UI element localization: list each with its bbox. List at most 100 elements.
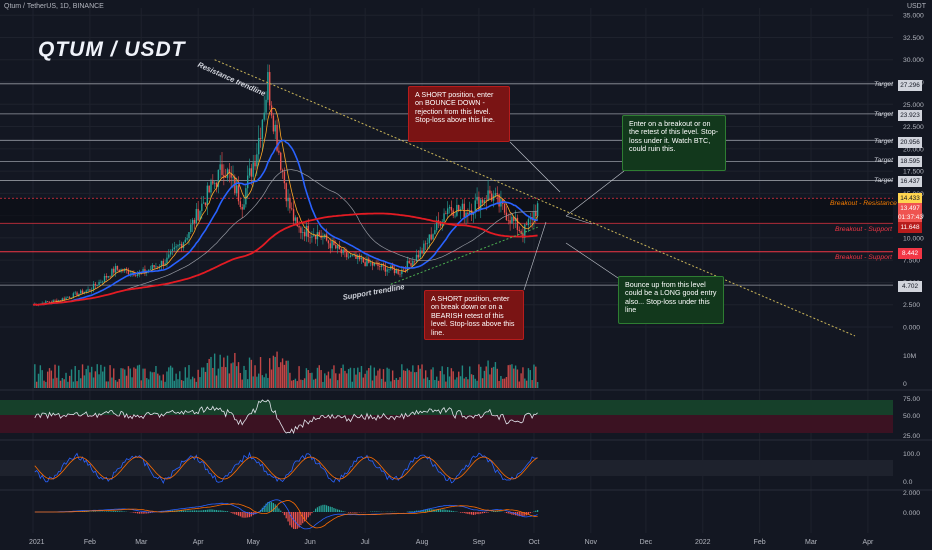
macd-hist-bar: [234, 512, 236, 515]
volume-bar: [384, 381, 387, 388]
volume-bar: [193, 378, 196, 388]
volume-bar: [113, 368, 115, 388]
candle-body: [480, 199, 482, 210]
candle-body: [169, 251, 172, 255]
volume-bar: [516, 369, 519, 388]
candle-body: [114, 265, 117, 273]
volume-bar: [329, 378, 331, 388]
volume-bar: [226, 355, 229, 388]
annotation-long-bounce[interactable]: Bounce up from this level could be a LON…: [618, 276, 724, 324]
candle-body: [265, 99, 267, 113]
candle-body: [373, 262, 376, 266]
volume-bar: [283, 364, 286, 388]
candle-body: [524, 224, 526, 238]
price-tick-label: 35.000: [903, 13, 924, 20]
macd-hist-bar: [423, 509, 425, 512]
volume-bar: [281, 358, 284, 388]
annotation-pointer: [509, 141, 561, 193]
macd-hist-bar: [223, 510, 225, 512]
volume-bar: [375, 375, 377, 388]
annotation-short-breakdown[interactable]: A SHORT position, enter on break down or…: [424, 290, 524, 340]
candle-body: [195, 208, 198, 224]
volume-bar: [43, 380, 45, 388]
macd-hist-bar: [272, 503, 274, 512]
macd-hist-bar: [188, 510, 190, 512]
volume-bar: [204, 371, 207, 388]
candle-body: [305, 225, 308, 237]
breakout-support-label-2: Breakout - Support: [835, 254, 893, 261]
volume-bar: [149, 371, 152, 388]
candle-body: [263, 112, 265, 120]
candle-body: [395, 269, 398, 274]
macd-hist-bar: [296, 512, 298, 529]
macd-hist-bar: [201, 510, 203, 512]
candle-body: [258, 138, 260, 155]
macd-hist-bar: [118, 511, 120, 512]
macd-hist-bar: [505, 512, 508, 514]
macd-hist-bar: [197, 510, 199, 512]
macd-hist-bar: [206, 509, 208, 512]
symbol-header[interactable]: Qtum / TetherUS, 1D, BINANCE: [4, 3, 104, 10]
volume-bar: [265, 373, 267, 388]
volume-bar: [404, 370, 407, 388]
volume-bar: [448, 376, 451, 388]
volume-bar: [390, 381, 392, 388]
macd-hist-bar: [192, 510, 194, 512]
time-tick-label: Jun: [304, 539, 315, 546]
macd-hist-bar: [478, 512, 480, 515]
volume-bar: [296, 381, 298, 388]
macd-hist-bar: [294, 512, 297, 530]
candle-body: [136, 273, 139, 277]
annotation-short-bounce[interactable]: A SHORT position, enter on BOUNCE DOWN -…: [408, 86, 510, 142]
macd-hist-bar: [190, 510, 192, 512]
macd-hist-bar: [285, 512, 287, 519]
volume-bar: [41, 370, 43, 388]
candle-body: [465, 212, 467, 218]
macd-hist-bar: [122, 511, 124, 512]
macd-hist-bar: [287, 512, 289, 522]
price-tick-label: 2.500: [903, 302, 920, 309]
candle-body: [450, 207, 453, 211]
volume-bar: [69, 375, 71, 388]
candle-body: [280, 152, 282, 170]
candle-body: [421, 250, 423, 254]
candle-body: [155, 266, 157, 268]
macd-hist-bar: [254, 512, 256, 515]
candle-body: [221, 164, 223, 175]
candle-body: [69, 297, 71, 298]
candle-body: [270, 105, 273, 116]
macd-hist-bar: [248, 512, 251, 518]
candle-body: [336, 245, 339, 249]
candle-body: [351, 255, 353, 256]
candle-body: [63, 298, 65, 300]
macd-tick-label: 0.000: [903, 510, 920, 517]
volume-bar: [340, 368, 342, 388]
candle-body: [78, 293, 80, 296]
candle-body: [135, 275, 137, 277]
volume-bar: [318, 365, 320, 388]
volume-bar: [144, 368, 146, 388]
candle-body: [448, 207, 451, 209]
macd-hist-bar: [179, 510, 181, 512]
time-tick-label: Feb: [84, 539, 96, 546]
volume-bar: [327, 371, 330, 388]
price-tag-target-3: 20.956: [898, 137, 922, 148]
candle-body: [353, 254, 355, 256]
rsi-tick-label: 25.00: [903, 433, 920, 440]
volume-bar: [39, 365, 42, 388]
volume-bar: [169, 365, 172, 388]
resistance-trendline: [214, 59, 856, 337]
time-tick-label: Dec: [640, 539, 653, 546]
annotation-long-breakout[interactable]: Enter on a breakout or on the retest of …: [622, 115, 726, 171]
volume-bar: [423, 378, 425, 388]
candle-body: [410, 263, 412, 266]
candle-body: [285, 183, 287, 202]
macd-hist-bar: [454, 511, 456, 512]
candle-body: [199, 211, 201, 221]
macd-hist-bar: [338, 509, 341, 512]
target-label-4: Target: [874, 157, 894, 164]
candle-body: [74, 292, 76, 294]
volume-bar: [377, 370, 379, 388]
macd-hist-bar: [142, 512, 144, 514]
